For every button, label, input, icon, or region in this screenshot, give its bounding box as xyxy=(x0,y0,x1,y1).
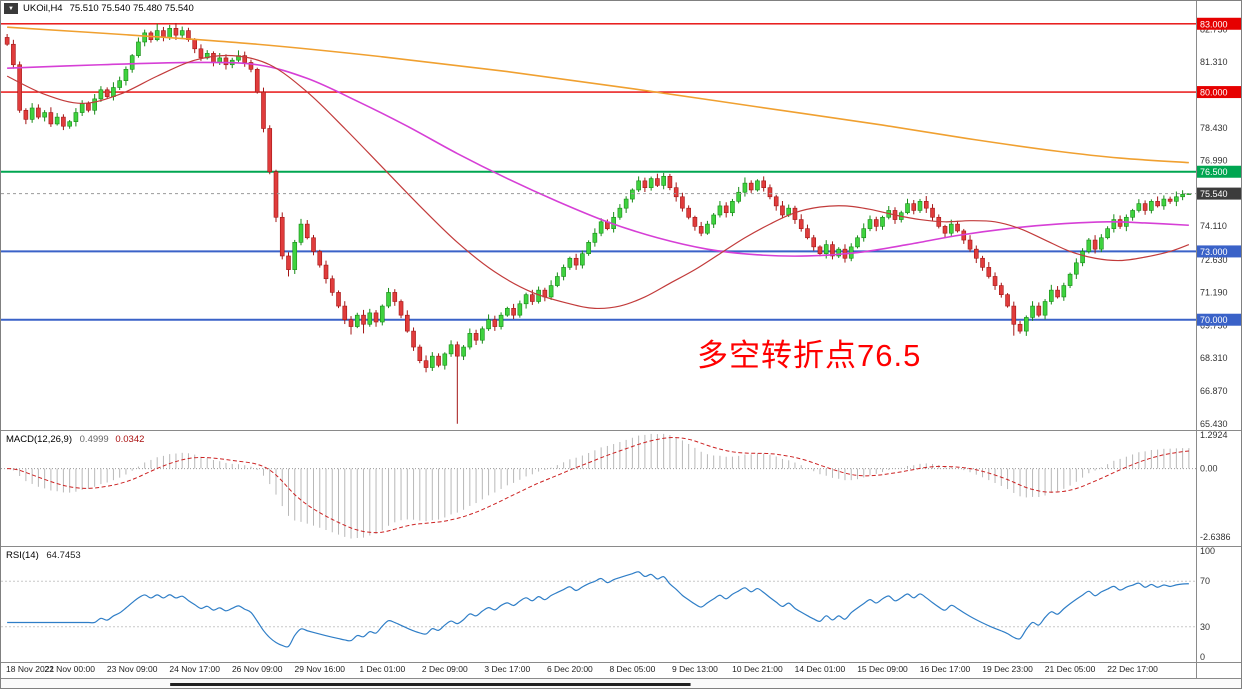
svg-text:74.110: 74.110 xyxy=(1200,221,1227,231)
macd-header: MACD(12,26,9) 0.4999 0.0342 xyxy=(6,434,144,445)
svg-text:81.310: 81.310 xyxy=(1200,57,1228,67)
svg-text:68.310: 68.310 xyxy=(1200,353,1228,363)
svg-text:1.2924: 1.2924 xyxy=(1200,430,1228,440)
svg-text:6 Dec 20:00: 6 Dec 20:00 xyxy=(547,664,593,674)
price-badge-group: 83.000 80.000 76.500 73.000 70.000 75.540 xyxy=(1197,17,1241,326)
svg-text:65.430: 65.430 xyxy=(1200,419,1228,429)
svg-text:71.190: 71.190 xyxy=(1200,288,1228,298)
symbol-dropdown-icon[interactable]: ▼ xyxy=(4,3,18,14)
svg-text:72.630: 72.630 xyxy=(1200,255,1228,265)
macd-value-main: 0.4999 xyxy=(79,434,109,445)
svg-text:15 Dec 09:00: 15 Dec 09:00 xyxy=(857,664,908,674)
svg-text:80.000: 80.000 xyxy=(1200,88,1228,98)
svg-text:16 Dec 17:00: 16 Dec 17:00 xyxy=(920,664,971,674)
svg-text:0.00: 0.00 xyxy=(1200,464,1218,474)
svg-text:19 Dec 23:00: 19 Dec 23:00 xyxy=(982,664,1033,674)
svg-text:2 Dec 09:00: 2 Dec 09:00 xyxy=(422,664,468,674)
svg-text:70: 70 xyxy=(1200,576,1210,586)
svg-text:100: 100 xyxy=(1200,546,1215,556)
svg-text:21 Dec 05:00: 21 Dec 05:00 xyxy=(1045,664,1096,674)
macd-label: MACD(12,26,9) xyxy=(6,434,72,445)
current-price-badge: 75.540 xyxy=(1197,187,1241,200)
hline-badge: 83.000 xyxy=(1197,17,1241,30)
rsi-label: RSI(14) xyxy=(6,550,39,561)
h-scrollbar xyxy=(1,679,1241,688)
hline-badge: 73.000 xyxy=(1197,245,1241,258)
svg-text:22 Nov 00:00: 22 Nov 00:00 xyxy=(44,664,95,674)
svg-text:24 Nov 17:00: 24 Nov 17:00 xyxy=(169,664,220,674)
svg-text:14 Dec 01:00: 14 Dec 01:00 xyxy=(795,664,846,674)
svg-text:23 Nov 09:00: 23 Nov 09:00 xyxy=(107,664,158,674)
ma-orange-slow xyxy=(7,26,1189,164)
ma-red-fast xyxy=(6,54,1190,310)
svg-text:1 Dec 01:00: 1 Dec 01:00 xyxy=(359,664,405,674)
svg-text:76.990: 76.990 xyxy=(1200,156,1228,166)
candlestick-series xyxy=(4,23,1192,424)
svg-text:78.430: 78.430 xyxy=(1200,123,1228,133)
hline-badge: 70.000 xyxy=(1197,313,1241,326)
svg-text:26 Nov 09:00: 26 Nov 09:00 xyxy=(232,664,283,674)
svg-text:29 Nov 16:00: 29 Nov 16:00 xyxy=(294,664,345,674)
hline-group xyxy=(1,23,1196,321)
ma-lines-group xyxy=(6,26,1190,310)
price-axis[interactable]: 82.75081.31078.43076.99074.11072.63071.1… xyxy=(1200,24,1231,662)
h-scrollbar-thumb[interactable] xyxy=(170,683,691,686)
macd-value-signal: 0.0342 xyxy=(115,434,145,445)
svg-text:75.540: 75.540 xyxy=(1200,189,1228,199)
svg-text:18 Nov 2021: 18 Nov 2021 xyxy=(6,664,54,674)
rsi-pane xyxy=(1,571,1196,648)
symbol-name: UKOil,H4 xyxy=(23,3,63,14)
hline-badge: 80.000 xyxy=(1197,86,1241,99)
chart-annotation: 多空转折点76.5 xyxy=(697,338,922,373)
rsi-header: RSI(14) 64.7453 xyxy=(6,550,81,561)
svg-text:0: 0 xyxy=(1200,652,1205,662)
svg-text:76.500: 76.500 xyxy=(1200,167,1228,177)
svg-text:83.000: 83.000 xyxy=(1200,19,1228,29)
rsi-line xyxy=(7,571,1189,648)
svg-text:9 Dec 13:00: 9 Dec 13:00 xyxy=(672,664,718,674)
macd-signal-line xyxy=(7,437,1189,534)
svg-text:66.870: 66.870 xyxy=(1200,386,1228,396)
svg-text:8 Dec 05:00: 8 Dec 05:00 xyxy=(609,664,655,674)
symbol-ohlc: 75.510 75.540 75.480 75.540 xyxy=(69,3,194,14)
svg-text:30: 30 xyxy=(1200,622,1210,632)
svg-text:10 Dec 21:00: 10 Dec 21:00 xyxy=(732,664,783,674)
hline-badge: 76.500 xyxy=(1197,165,1241,178)
svg-text:73.000: 73.000 xyxy=(1200,247,1228,257)
svg-text:70.000: 70.000 xyxy=(1200,315,1228,325)
symbol-header: ▼ UKOil,H4 75.510 75.540 75.480 75.540 xyxy=(4,3,194,14)
svg-text:3 Dec 17:00: 3 Dec 17:00 xyxy=(484,664,530,674)
svg-text:-2.6386: -2.6386 xyxy=(1200,532,1231,542)
macd-pane xyxy=(1,433,1196,539)
svg-text:22 Dec 17:00: 22 Dec 17:00 xyxy=(1107,664,1158,674)
rsi-value: 64.7453 xyxy=(46,550,81,561)
